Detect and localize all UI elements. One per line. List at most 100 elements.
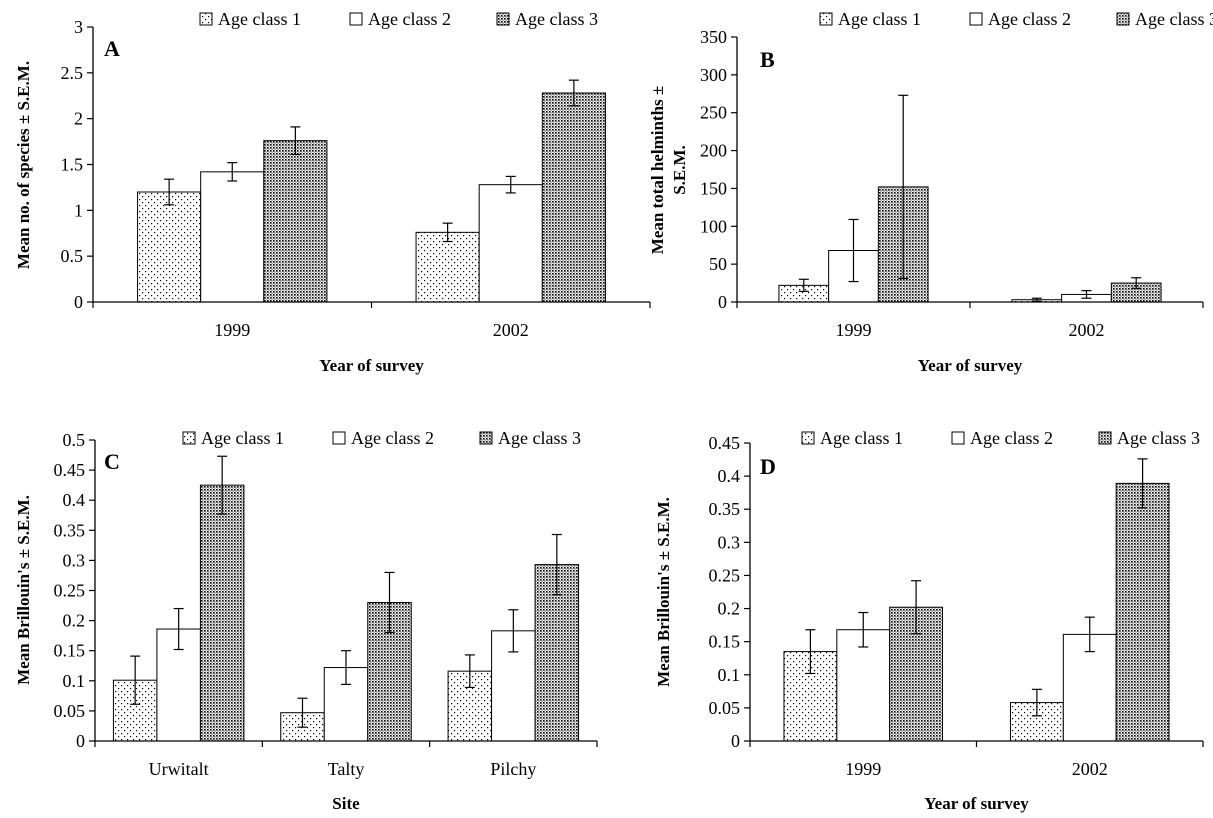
y-tick-label-A: 2.5	[61, 63, 84, 83]
y-tick-label-B: 250	[700, 103, 727, 123]
y-tick-label-D: 0.3	[718, 532, 741, 552]
y-tick-label-C: 0.4	[63, 490, 86, 510]
x-tick-label-B-1999: 1999	[836, 320, 872, 340]
y-axis-title-B: Mean total helminths ± S.E.M.	[648, 86, 689, 254]
y-tick-label-D: 0.45	[709, 433, 741, 453]
x-tick-label-D-1999: 1999	[845, 759, 881, 779]
legend-swatch-C-3	[479, 431, 493, 445]
legend-label-D-3: Age class 3	[1117, 428, 1200, 448]
legend-label-C-1: Age class 1	[201, 428, 284, 448]
legend-swatch-B-2	[969, 12, 983, 26]
x-tick-label-D-2002: 2002	[1072, 759, 1108, 779]
x-axis-title-D: Year of survey	[924, 794, 1029, 813]
x-tick-label-B-2002: 2002	[1069, 320, 1105, 340]
y-tick-label-C: 0.45	[54, 460, 86, 480]
y-tick-label-D: 0.05	[709, 698, 741, 718]
x-tick-label-A-1999: 1999	[214, 320, 250, 340]
legend-swatch-C-1	[182, 431, 196, 445]
error-bar-C-s1-Pilchy	[464, 654, 475, 689]
y-tick-label-D: 0.25	[709, 565, 741, 585]
y-tick-label-C: 0.05	[54, 701, 86, 721]
legend-swatch-A-1	[199, 12, 213, 26]
bar-A-s2-2002	[478, 184, 543, 303]
y-tick-label-B: 150	[700, 178, 727, 198]
legend-label-C-2: Age class 2	[351, 428, 434, 448]
y-tick-label-D: 0.1	[718, 665, 741, 685]
error-bar-D-s3-2002	[1137, 458, 1148, 509]
legend-B: Age class 1 Age class 2 Age class 3	[819, 9, 1213, 29]
y-axis-title-C: Mean Brillouin's ± S.E.M.	[14, 495, 33, 685]
error-bar-C-s3-Talty	[384, 571, 395, 634]
legend-label-A-1: Age class 1	[218, 9, 301, 29]
error-bar-A-s3-1999	[290, 126, 301, 156]
legend-swatch-A-3	[496, 12, 510, 26]
error-bar-B-s2-1999	[848, 218, 859, 283]
y-tick-label-A: 2	[74, 109, 83, 129]
y-tick-label-D: 0.4	[718, 466, 741, 486]
x-axis-title-C: Site	[332, 794, 360, 813]
error-bar-B-s1-1999	[798, 278, 809, 292]
error-bar-B-s2-2002	[1081, 290, 1092, 299]
legend-swatch-A-2	[349, 12, 363, 26]
error-bar-D-s2-1999	[858, 611, 869, 648]
y-tick-label-B: 200	[700, 141, 727, 161]
error-bar-C-s3-Pilchy	[551, 533, 562, 596]
x-tick-label-A-2002: 2002	[493, 320, 529, 340]
x-tick-label-C-Urwitalt: Urwitalt	[149, 759, 209, 779]
y-tick-label-B: 300	[700, 65, 727, 85]
y-tick-label-B: 0	[718, 292, 727, 312]
error-bar-B-s1-2002	[1031, 297, 1042, 302]
panel-letter-A: A	[104, 36, 120, 61]
y-tick-label-A: 0	[74, 292, 83, 312]
y-tick-label-A: 0.5	[61, 246, 84, 266]
legend-swatch-D-3	[1098, 431, 1112, 445]
error-bar-D-s1-2002	[1031, 688, 1042, 717]
legend-swatch-B-1	[819, 12, 833, 26]
panel-letter-B: B	[760, 47, 775, 72]
legend-label-B-3: Age class 3	[1135, 9, 1213, 29]
y-tick-label-D: 0.35	[709, 499, 741, 519]
error-bar-C-s2-Urwitalt	[173, 607, 184, 651]
panel-letter-D: D	[760, 454, 776, 479]
y-tick-label-C: 0.3	[63, 550, 86, 570]
panel-D: 0 0.05 0.1 0.15 0.2 0.25 0.3 0.35 0.4 0.45 1999 200…	[654, 428, 1204, 813]
bar-A-s2-1999	[200, 171, 265, 303]
legend-swatch-C-2	[332, 431, 346, 445]
legend-label-A-2: Age class 2	[368, 9, 451, 29]
bar-A-s1-1999	[137, 191, 202, 303]
y-tick-label-C: 0.2	[63, 611, 86, 631]
panel-A: 0 0.5 1 1.5 2 2.5 3 1999 2002 Year of survey Mean …	[14, 9, 651, 375]
legend-D: Age class 1 Age class 2 Age class 3	[801, 428, 1200, 448]
y-tick-label-A: 1	[74, 200, 83, 220]
y-tick-label-D: 0.2	[718, 599, 741, 619]
y-tick-label-D: 0	[731, 731, 740, 751]
x-tick-label-C-Talty: Talty	[328, 759, 365, 779]
x-tick-label-C-Pilchy: Pilchy	[490, 759, 536, 779]
legend-swatch-D-1	[801, 431, 815, 445]
panel-B: 0 50 100 150 200 250 300 350 1999 2002 Year of sur…	[648, 9, 1213, 375]
legend-label-D-2: Age class 2	[970, 428, 1053, 448]
y-tick-label-B: 350	[700, 27, 727, 47]
bar-D-s3-2002	[1115, 482, 1170, 742]
bar-C-s3-Urwitalt	[199, 484, 245, 742]
y-tick-label-D: 0.15	[709, 632, 741, 652]
y-axis-title-A: Mean no. of species ± S.E.M.	[14, 61, 33, 269]
error-bar-C-s1-Urwitalt	[130, 655, 141, 705]
y-tick-label-C: 0	[76, 731, 85, 751]
bar-A-s3-2002	[541, 92, 606, 303]
error-bar-D-s1-1999	[805, 629, 816, 675]
y-tick-label-C: 0.25	[54, 581, 86, 601]
legend-label-A-3: Age class 3	[515, 9, 598, 29]
error-bar-A-s2-2002	[505, 175, 516, 194]
y-tick-label-B: 50	[709, 254, 727, 274]
error-bar-D-s3-1999	[911, 580, 922, 635]
bar-D-s2-1999	[836, 629, 891, 742]
error-bar-A-s3-2002	[568, 79, 579, 107]
error-bar-C-s2-Talty	[341, 650, 351, 686]
legend-label-B-1: Age class 1	[838, 9, 921, 29]
legend-label-C-3: Age class 3	[498, 428, 581, 448]
panel-C: 0 0.05 0.1 0.15 0.2 0.25 0.3 0.35 0.4 0.45 0.5 Urwi…	[14, 428, 598, 813]
legend-swatch-D-2	[951, 431, 965, 445]
error-bar-D-s2-2002	[1084, 616, 1095, 653]
